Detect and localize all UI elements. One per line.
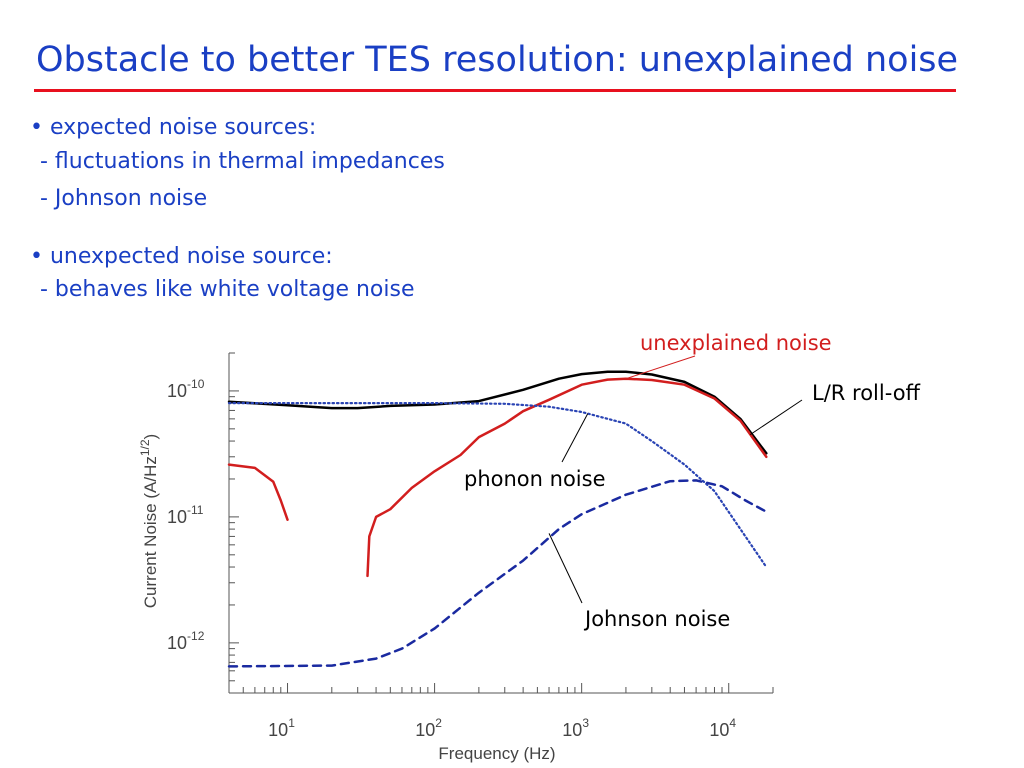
x-tick-label: 101 [268,716,295,740]
annot-phonon-noise: phonon noise [464,467,605,491]
johnson-noise-line [227,479,768,668]
bullet-unexpected-source: • unexpected noise source: [30,244,333,269]
x-axis-label: Frequency (Hz) [438,744,555,763]
y-tick-label: 10-10 [167,377,205,401]
annot-lr-rolloff: L/R roll-off [812,381,921,405]
series-layer [227,370,768,668]
bullet-thermal-impedances: - fluctuations in thermal impedances [40,149,445,174]
bullet-expected-sources: • expected noise sources: [30,115,317,140]
annot-johnson-noise-leader [548,533,583,604]
annot-unexplained-noise-leader [625,355,696,380]
y-tick-label: 10-12 [167,629,205,653]
phonon-noise-line [227,402,768,569]
bullet-johnson-noise: - Johnson noise [40,186,208,211]
measured-signal-line [366,377,768,578]
y-axis-label: Current Noise (A/Hz1/2) [138,434,160,608]
annot-unexplained-noise: unexplained noise [640,331,832,355]
annot-johnson-noise: Johnson noise [583,607,730,631]
y-tick-label: 10-11 [167,503,204,527]
measured-signal-line [227,463,289,521]
axis-ticks: 101 102 103 104 10-10 10-11 10-12 [167,352,774,740]
annot-phonon-noise-leader [561,413,589,463]
x-tick-label: 104 [709,716,736,740]
annot-lr-rolloff-leader [749,399,803,436]
total-noise-line [227,370,768,455]
bullet-white-voltage-noise: - behaves like white voltage noise [40,277,415,302]
x-tick-label: 102 [415,716,442,740]
annotations: unexplained noise L/R roll-off phonon nois… [464,331,921,631]
title-underline [34,89,956,92]
x-tick-label: 103 [562,716,589,740]
slide-title: Obstacle to better TES resolution: unexp… [36,40,959,80]
